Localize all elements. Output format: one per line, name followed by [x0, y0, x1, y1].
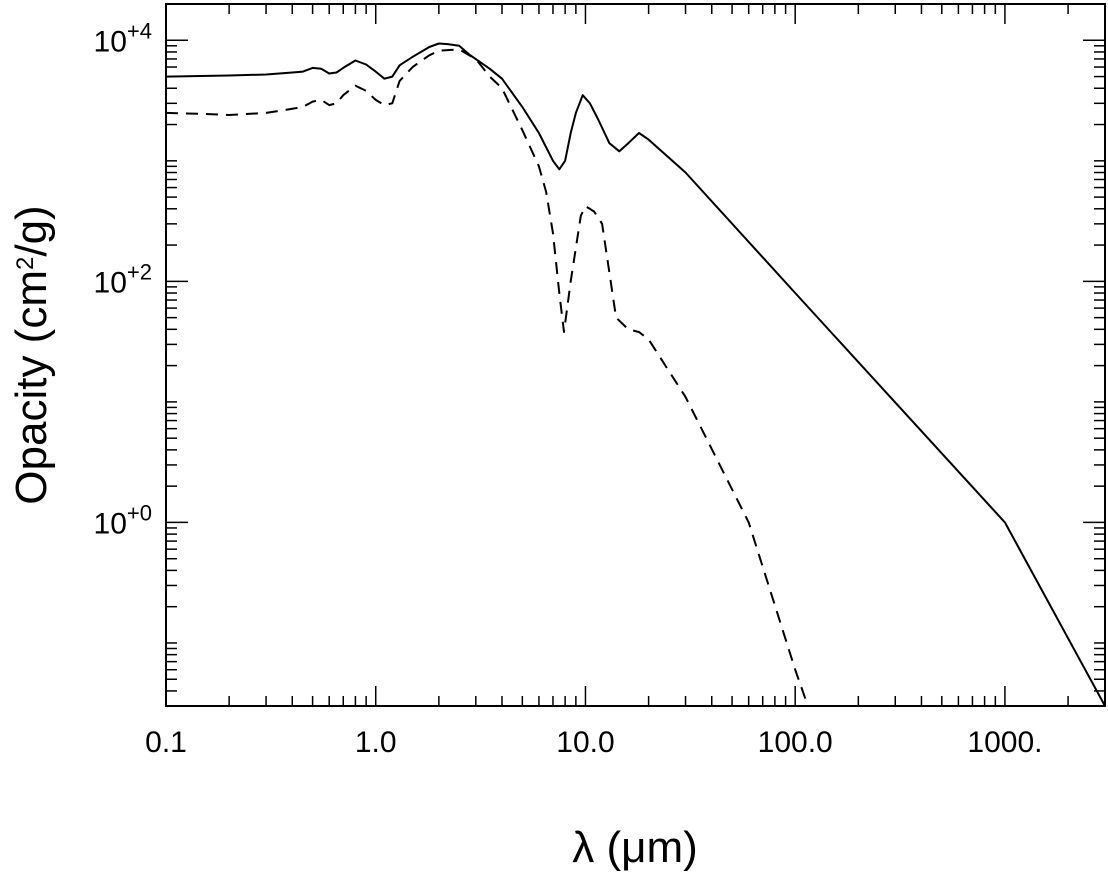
y-tick-label-exponent: +0 — [127, 500, 152, 525]
y-tick-label-base: 10 — [94, 507, 127, 540]
y-tick-label-base: 10 — [94, 266, 127, 299]
y-axis-title-suffix: /g) — [7, 205, 56, 256]
x-tick-label: 1000. — [967, 726, 1042, 759]
series-lines — [165, 42, 1106, 707]
y-tick-label-exponent: +4 — [127, 18, 152, 43]
x-tick-label: 10.0 — [556, 726, 614, 759]
y-axis-title-prefix: Opacity (cm — [7, 270, 56, 505]
x-tick-label: 1.0 — [355, 726, 397, 759]
y-tick-label: 10+0 — [94, 500, 152, 540]
dashed-series-line — [165, 48, 809, 707]
y-tick-label-exponent: +2 — [127, 259, 152, 284]
plot-frame — [165, 3, 1106, 707]
tick-labels: 0.1 1.0 10.0 100.0 1000.10+010+210+4 — [94, 18, 1043, 759]
tick-marks — [165, 3, 1106, 707]
x-axis-title: λ (μm) — [572, 823, 698, 872]
y-axis-title-sup: 2 — [12, 257, 39, 270]
y-axis-title: Opacity (cm2/g) — [7, 205, 56, 504]
y-tick-label: 10+4 — [94, 18, 152, 58]
solid-series-line — [165, 42, 1106, 707]
x-tick-label: 100.0 — [758, 726, 833, 759]
y-tick-label: 10+2 — [94, 259, 152, 299]
x-tick-label: 0.1 — [145, 726, 187, 759]
y-tick-label-base: 10 — [94, 25, 127, 58]
